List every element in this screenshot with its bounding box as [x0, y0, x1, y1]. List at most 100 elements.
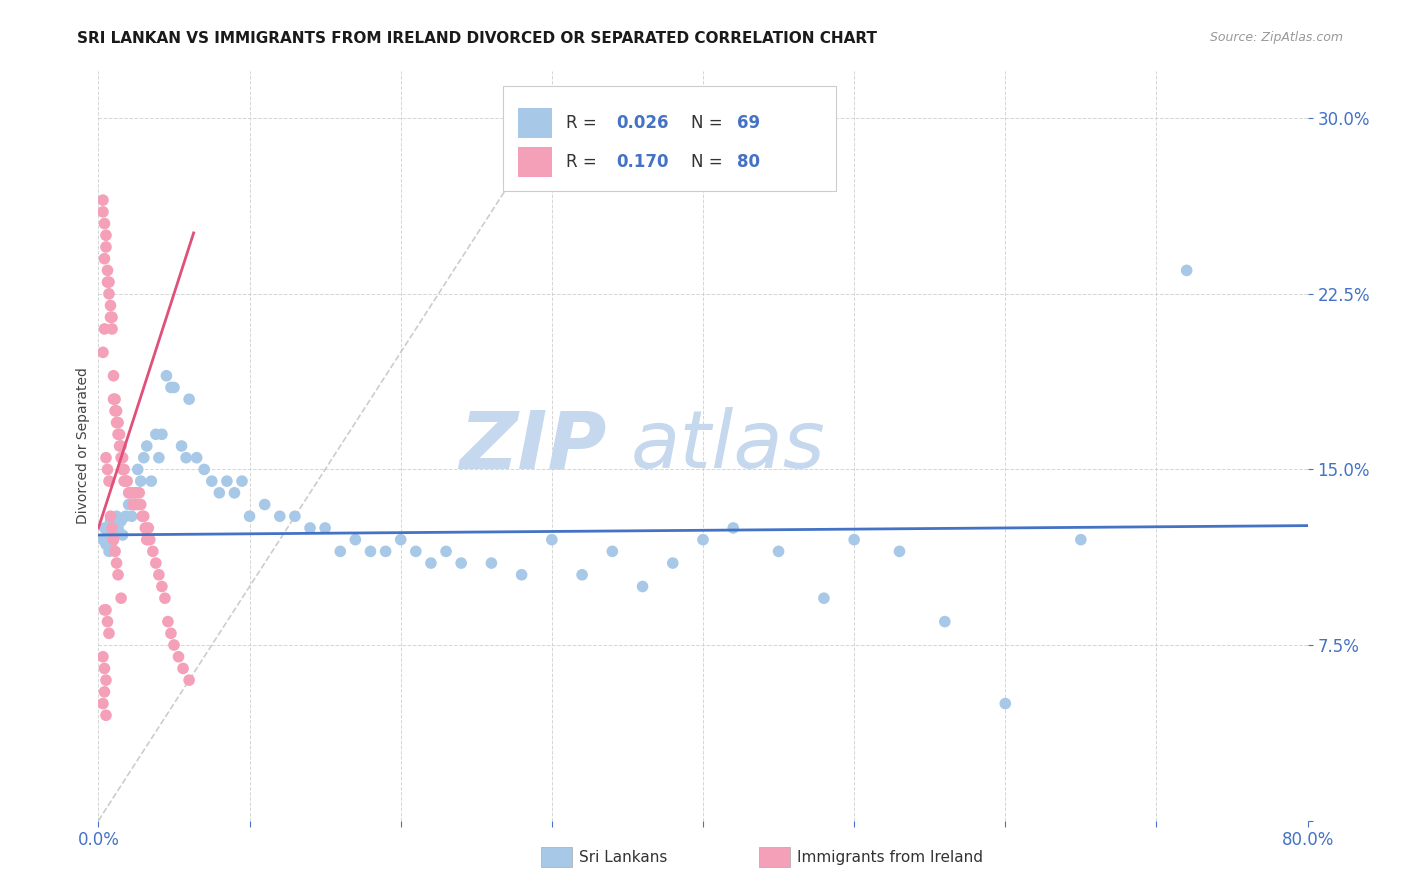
Text: N =: N = [690, 153, 728, 171]
Point [122, 498, 145, 512]
Point [135, 533, 157, 547]
Point [129, 474, 152, 488]
Point [344, 533, 367, 547]
Point [540, 533, 562, 547]
Point [94, 603, 117, 617]
Point [118, 485, 141, 500]
Point [208, 485, 231, 500]
Point [231, 474, 253, 488]
Point [692, 533, 714, 547]
Point [360, 544, 382, 558]
Point [420, 556, 443, 570]
Point [91, 193, 114, 207]
Point [269, 509, 291, 524]
Point [889, 544, 911, 558]
Point [110, 450, 132, 465]
Point [115, 474, 138, 488]
Point [844, 533, 866, 547]
Point [93, 252, 115, 266]
Point [96, 275, 118, 289]
Point [163, 638, 186, 652]
Point [114, 509, 136, 524]
Point [128, 485, 150, 500]
Point [104, 404, 127, 418]
Point [114, 474, 136, 488]
Point [96, 263, 118, 277]
Point [193, 462, 215, 476]
Point [103, 368, 125, 383]
Point [107, 427, 129, 442]
Point [107, 416, 129, 430]
Point [94, 537, 117, 551]
Point [93, 685, 115, 699]
Point [179, 392, 201, 407]
Point [121, 509, 143, 524]
Point [160, 626, 183, 640]
Point [91, 204, 114, 219]
Point [150, 427, 173, 442]
Text: Source: ZipAtlas.com: Source: ZipAtlas.com [1209, 31, 1343, 45]
Text: 0.026: 0.026 [616, 114, 668, 132]
Point [98, 286, 121, 301]
Point [132, 450, 155, 465]
Point [111, 450, 134, 465]
Point [631, 580, 654, 594]
Point [91, 697, 114, 711]
Point [105, 556, 128, 570]
Point [450, 556, 472, 570]
Point [284, 509, 307, 524]
Point [127, 462, 149, 476]
Point [91, 345, 114, 359]
Point [100, 298, 122, 313]
Text: R =: R = [567, 153, 602, 171]
Point [135, 439, 157, 453]
Point [91, 649, 114, 664]
Point [163, 380, 186, 394]
Point [768, 544, 790, 558]
Point [101, 521, 124, 535]
Point [105, 509, 128, 524]
Point [374, 544, 396, 558]
Text: Immigrants from Ireland: Immigrants from Ireland [797, 850, 983, 864]
Point [96, 615, 118, 629]
Point [94, 240, 117, 254]
Point [100, 514, 122, 528]
FancyBboxPatch shape [517, 108, 553, 138]
Point [93, 661, 115, 675]
Point [145, 427, 167, 442]
Point [253, 498, 276, 512]
Point [215, 474, 238, 488]
Point [121, 485, 143, 500]
FancyBboxPatch shape [517, 147, 553, 177]
Point [98, 474, 121, 488]
Point [110, 439, 132, 453]
Text: 69: 69 [737, 114, 761, 132]
Point [94, 673, 117, 688]
Point [148, 567, 170, 582]
Point [120, 485, 142, 500]
Point [934, 615, 956, 629]
Point [142, 544, 165, 558]
Point [105, 404, 128, 418]
Point [405, 544, 427, 558]
Point [510, 567, 533, 582]
Point [131, 509, 153, 524]
Point [125, 485, 148, 500]
Point [94, 228, 117, 243]
Point [186, 450, 208, 465]
Point [239, 509, 262, 524]
Point [994, 697, 1017, 711]
Text: SRI LANKAN VS IMMIGRANTS FROM IRELAND DIVORCED OR SEPARATED CORRELATION CHART: SRI LANKAN VS IMMIGRANTS FROM IRELAND DI… [77, 31, 877, 46]
Point [661, 556, 683, 570]
Text: ZIP: ZIP [458, 407, 606, 485]
Point [127, 498, 149, 512]
Point [118, 498, 141, 512]
Point [112, 462, 135, 476]
Point [132, 509, 155, 524]
Point [167, 649, 190, 664]
Point [105, 416, 128, 430]
Text: R =: R = [567, 114, 602, 132]
Point [150, 580, 173, 594]
Point [101, 322, 124, 336]
Point [224, 485, 246, 500]
